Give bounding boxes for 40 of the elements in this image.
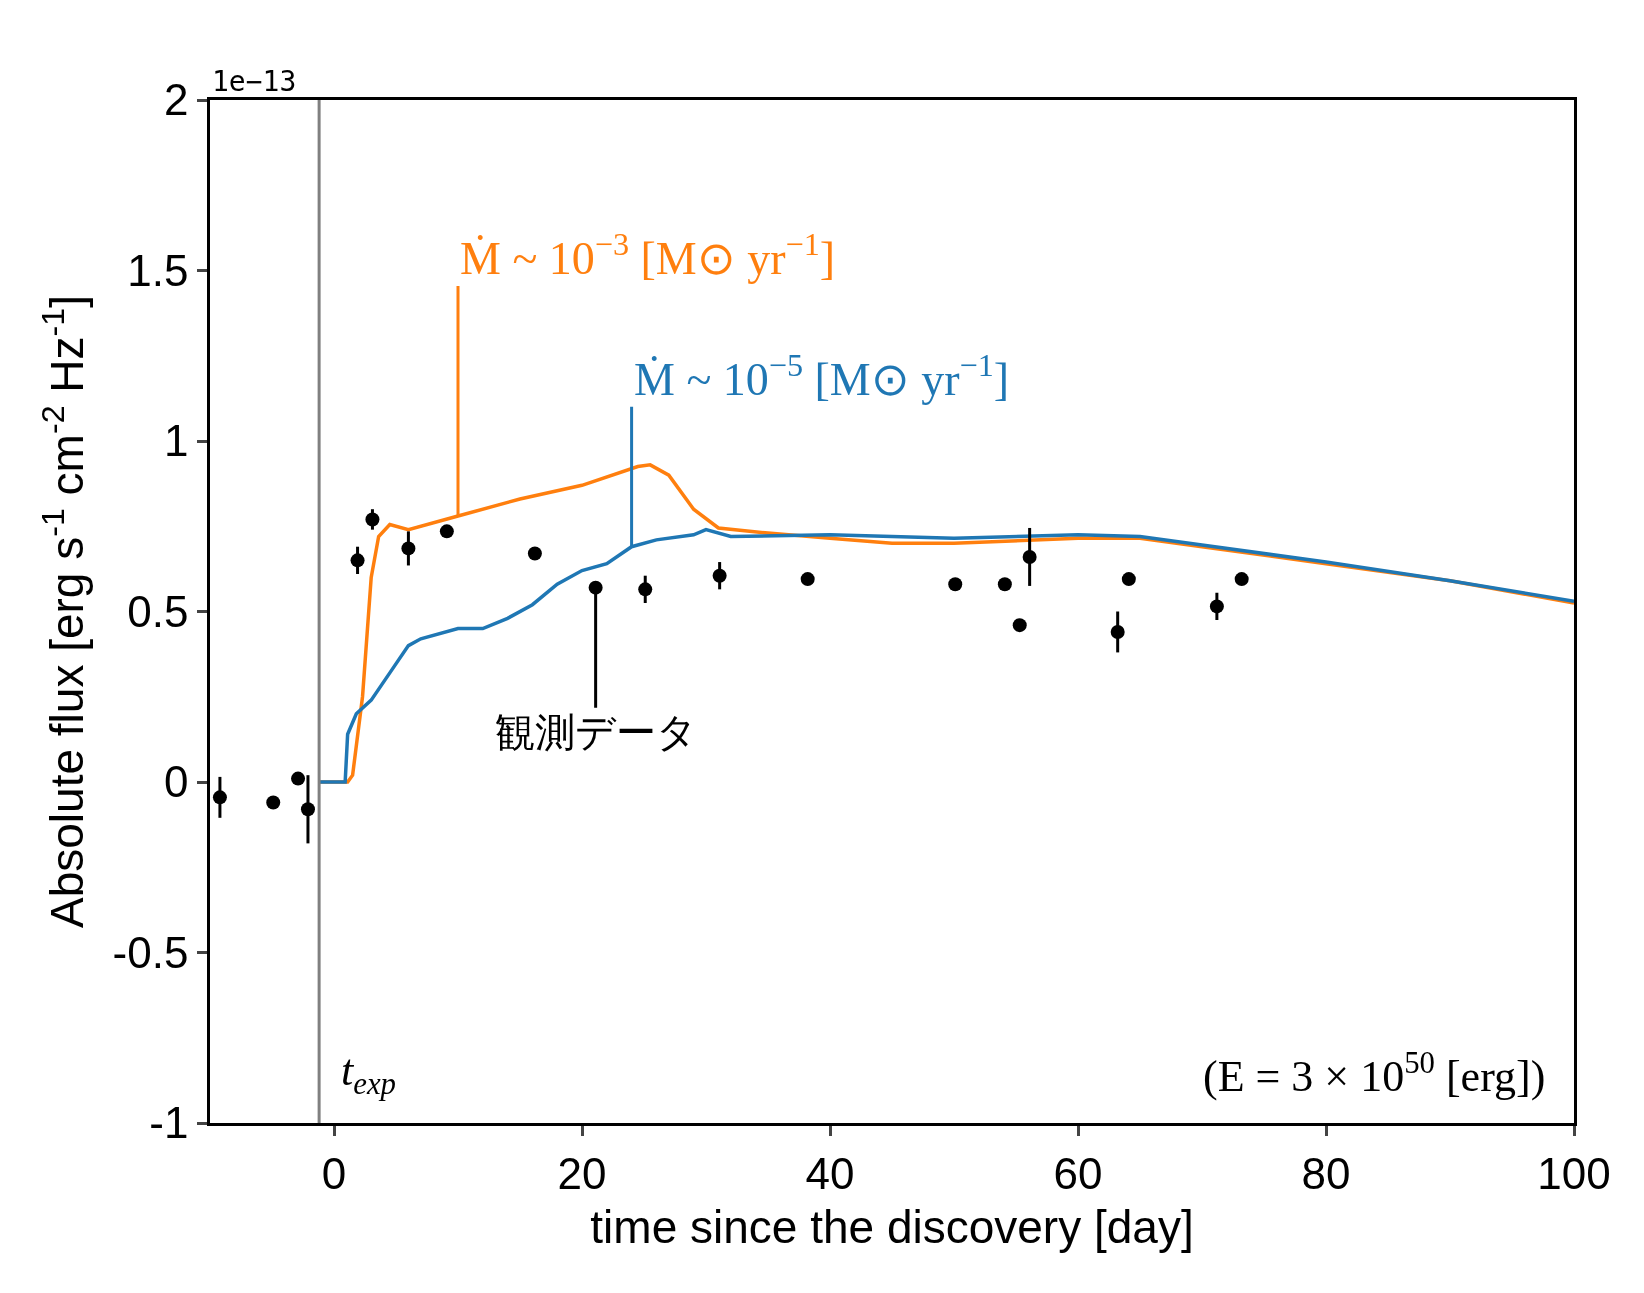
point [1012, 618, 1027, 633]
text: Ṁ ~ 10$^{−5}$ [M⊙ yr$^{−1}$] [634, 347, 1010, 406]
point [638, 582, 653, 597]
point [997, 577, 1012, 592]
point [1209, 599, 1224, 614]
x-tick-label: 100 [1537, 1148, 1611, 1198]
annotation: (E = 3 × 10$^{50}$ [erg]) [1203, 1046, 1546, 1102]
point [1234, 572, 1249, 587]
point [350, 553, 365, 568]
point [291, 771, 306, 786]
point [1022, 549, 1037, 564]
y-tick-label: 0.5 [127, 586, 189, 636]
x-tick-label: 40 [805, 1148, 855, 1198]
x-tick-label: 60 [1053, 1148, 1103, 1198]
text: 1e−13 [212, 65, 297, 98]
x-tick-label: 20 [557, 1148, 607, 1198]
point [212, 790, 227, 805]
point [1121, 572, 1136, 587]
x-tick-label: 80 [1301, 1148, 1351, 1198]
x-tick-label: 0 [321, 1148, 347, 1198]
ref-line-label: t$_{exp}$ [341, 1046, 396, 1102]
point [365, 512, 380, 527]
y-tick-label: -1 [149, 1098, 189, 1148]
point [439, 524, 454, 539]
y-tick-label: 2 [163, 75, 189, 125]
point [527, 546, 542, 561]
point [1110, 624, 1125, 639]
point [300, 802, 315, 817]
y-tick-label: 1 [163, 416, 189, 466]
point [800, 572, 815, 587]
y-tick-label: 0 [163, 757, 189, 807]
y-tick-label: 1.5 [127, 245, 189, 295]
point [712, 568, 727, 583]
point [401, 541, 416, 556]
point [948, 577, 963, 592]
text: 観測データ [495, 710, 697, 754]
x-axis-title: time since the discovery [day] [590, 1201, 1194, 1254]
y-tick-label: -0.5 [112, 927, 189, 977]
text: Ṁ ~ 10$^{−3}$ [M⊙ yr$^{−1}$] [460, 226, 836, 285]
point [266, 795, 281, 810]
